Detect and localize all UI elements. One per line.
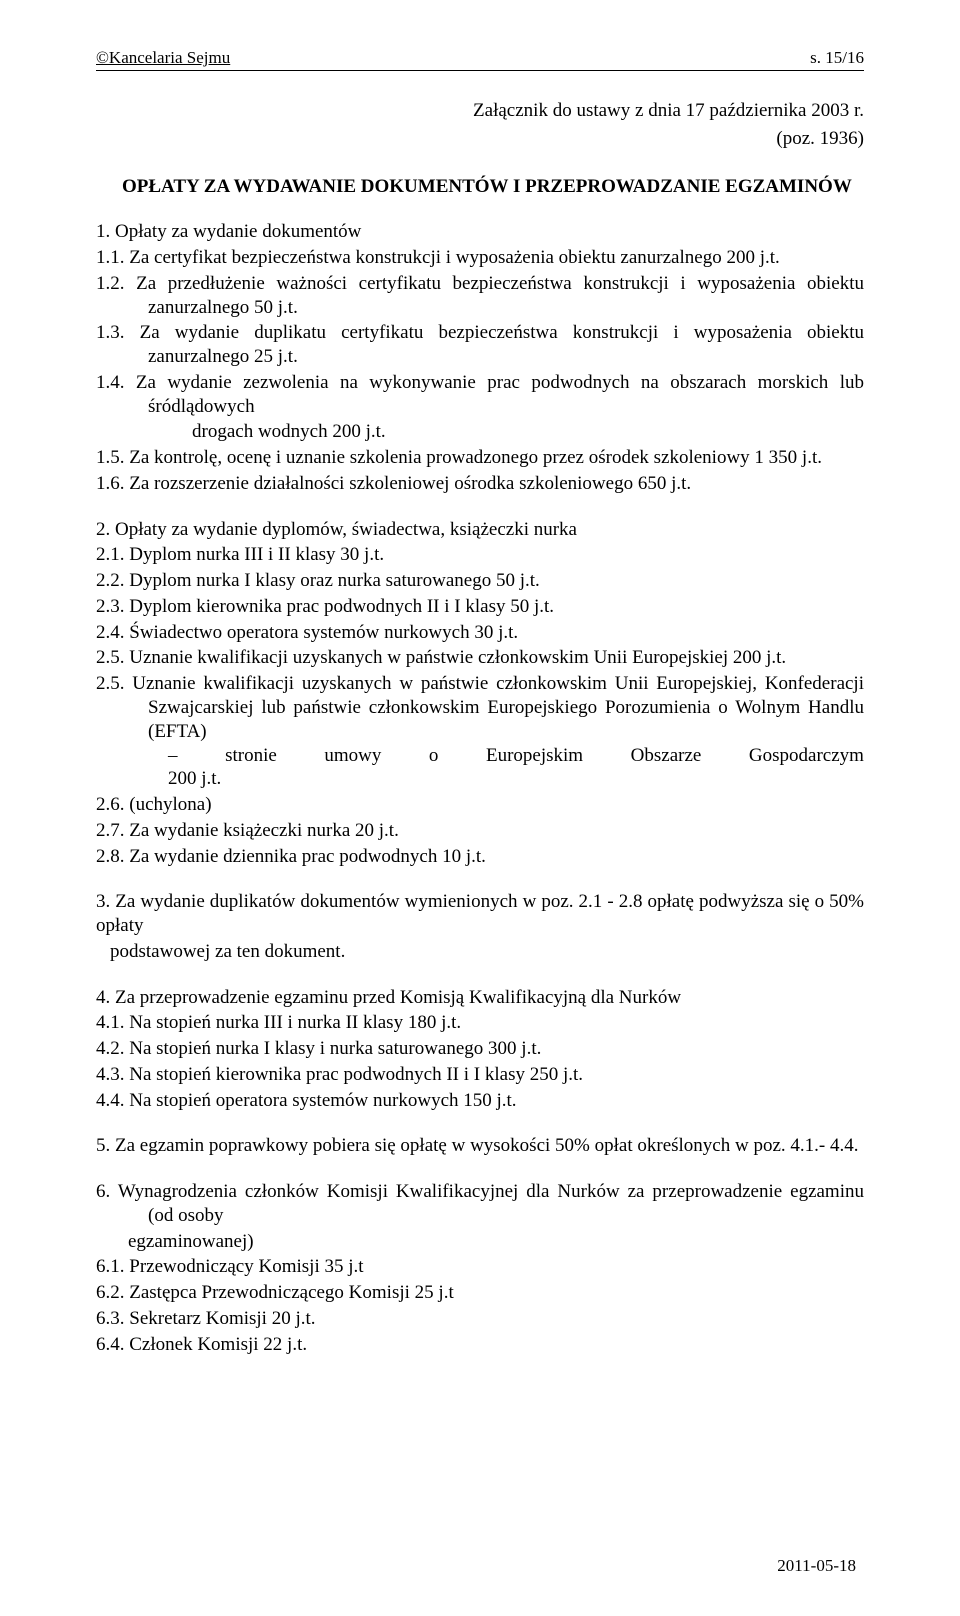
s2-1: 2.1. Dyplom nurka III i II klasy 30 j.t.	[96, 543, 864, 567]
s2-5c: – stronie umowy o Europejskim Obszarze G…	[96, 745, 864, 767]
s2-5c-5: Obszarze	[631, 745, 702, 767]
s6-headb: egzaminowanej)	[96, 1230, 864, 1254]
s2-7: 2.7. Za wydanie książeczki nurka 20 j.t.	[96, 819, 864, 843]
s1-3: 1.3. Za wydanie duplikatu certyfikatu be…	[96, 321, 864, 369]
s2-6: 2.6. (uchylona)	[96, 793, 864, 817]
s2-4: 2.4. Świadectwo operatora systemów nurko…	[96, 621, 864, 645]
s2-5c-2: umowy	[324, 745, 381, 767]
header-right: s. 15/16	[810, 48, 864, 68]
s2-2: 2.2. Dyplom nurka I klasy oraz nurka sat…	[96, 569, 864, 593]
s2-5c-0: –	[168, 745, 178, 767]
s3-p1: 3. Za wydanie duplikatów dokumentów wymi…	[96, 890, 864, 938]
s3-p2: podstawowej za ten dokument.	[96, 940, 864, 964]
s6-2: 6.2. Zastępca Przewodniczącego Komisji 2…	[96, 1281, 864, 1305]
s1-5: 1.5. Za kontrolę, ocenę i uznanie szkole…	[96, 446, 864, 470]
s1-4b: drogach wodnych 200 j.t.	[96, 420, 864, 444]
s4-2: 4.2. Na stopień nurka I klasy i nurka sa…	[96, 1037, 864, 1061]
header-left: ©Kancelaria Sejmu	[96, 48, 230, 68]
s6-3: 6.3. Sekretarz Komisji 20 j.t.	[96, 1307, 864, 1331]
s1-head: 1. Opłaty za wydanie dokumentów	[96, 220, 864, 244]
attachment-line: Załącznik do ustawy z dnia 17 październi…	[96, 99, 864, 123]
s2-5c-3: o	[429, 745, 439, 767]
s5: 5. Za egzamin poprawkowy pobiera się opł…	[96, 1134, 864, 1158]
s2-5a: 2.5. Uznanie kwalifikacji uzyskanych w p…	[96, 646, 864, 670]
page: ©Kancelaria Sejmu s. 15/16 Załącznik do …	[0, 0, 960, 1616]
s6-1: 6.1. Przewodniczący Komisji 35 j.t	[96, 1255, 864, 1279]
page-header: ©Kancelaria Sejmu s. 15/16	[96, 48, 864, 71]
s6-4: 6.4. Członek Komisji 22 j.t.	[96, 1333, 864, 1357]
s2-8: 2.8. Za wydanie dziennika prac podwodnyc…	[96, 845, 864, 869]
s1-4a: 1.4. Za wydanie zezwolenia na wykonywani…	[96, 371, 864, 419]
poz-line: (poz. 1936)	[96, 127, 864, 151]
s2-5c-4: Europejskim	[486, 745, 583, 767]
s2-5d: 200 j.t.	[96, 767, 864, 791]
main-title: OPŁATY ZA WYDAWANIE DOKUMENTÓW I PRZEPRO…	[122, 175, 864, 199]
s4-3: 4.3. Na stopień kierownika prac podwodny…	[96, 1063, 864, 1087]
s2-5c-1: stronie	[225, 745, 277, 767]
s4-head: 4. Za przeprowadzenie egzaminu przed Kom…	[96, 986, 864, 1010]
s4-4: 4.4. Na stopień operatora systemów nurko…	[96, 1089, 864, 1113]
s1-6: 1.6. Za rozszerzenie działalności szkole…	[96, 472, 864, 496]
s1-1: 1.1. Za certyfikat bezpieczeństwa konstr…	[96, 246, 864, 270]
s1-2: 1.2. Za przedłużenie ważności certyfikat…	[96, 272, 864, 320]
s2-head: 2. Opłaty za wydanie dyplomów, świadectw…	[96, 518, 864, 542]
s2-5b: 2.5. Uznanie kwalifikacji uzyskanych w p…	[96, 672, 864, 743]
s2-3: 2.3. Dyplom kierownika prac podwodnych I…	[96, 595, 864, 619]
s4-1: 4.1. Na stopień nurka III i nurka II kla…	[96, 1011, 864, 1035]
footer-date: 2011-05-18	[777, 1556, 856, 1576]
s6-head: 6. Wynagrodzenia członków Komisji Kwalif…	[96, 1180, 864, 1228]
s2-5c-6: Gospodarczym	[749, 745, 864, 767]
